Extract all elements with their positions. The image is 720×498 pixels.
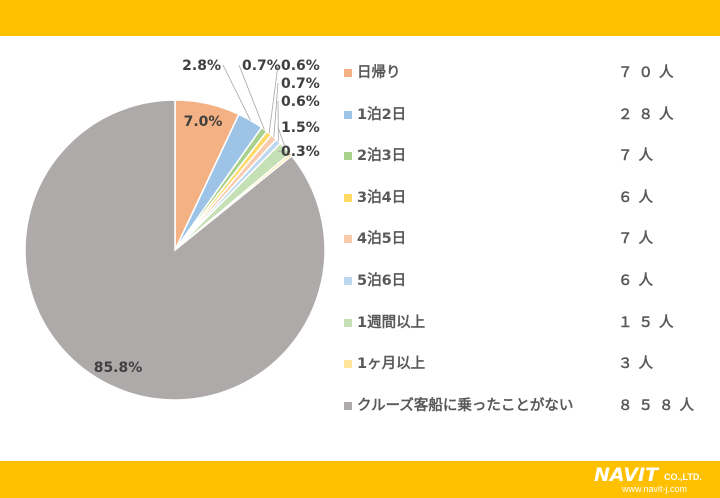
slice-percent-label: 0.7% — [242, 58, 281, 74]
legend-item: クルーズ客船に乗ったことがない ８５８人 — [344, 395, 714, 419]
legend-item: 1泊2日 ２８人 — [344, 104, 714, 128]
legend-count: ７０人 — [618, 65, 680, 81]
legend-item: 3泊4日 ６人 — [344, 187, 714, 211]
legend-count: ６人 — [618, 273, 659, 289]
legend-swatch — [344, 318, 352, 327]
legend-count: ３人 — [618, 356, 659, 373]
legend-swatch — [344, 401, 352, 410]
slice-percent-label: 0.6% — [281, 58, 320, 74]
logo-wordmark: NAVIT — [594, 464, 659, 486]
leader-line — [238, 64, 265, 130]
legend-item: 1週間以上 １５人 — [344, 312, 714, 336]
slice-percent-label: 85.8% — [94, 360, 143, 376]
slice-percent-label: 1.5% — [281, 120, 320, 136]
legend-label: クルーズ客船に乗ったことがない — [357, 397, 574, 414]
logo-suffix: CO.,LTD. — [664, 472, 702, 482]
legend-label: 3泊4日 — [357, 189, 407, 206]
top-band — [0, 0, 720, 36]
legend-swatch — [344, 277, 352, 285]
slice-percent-label: 2.8% — [182, 58, 221, 74]
legend-item: 1ヶ月以上 ３人 — [344, 353, 714, 377]
legend-item: 2泊3日 ７人 — [344, 145, 714, 169]
legend-label: 1ヶ月以上 — [357, 356, 426, 373]
leader-line — [268, 64, 279, 134]
leader-line — [222, 64, 251, 121]
slice-percent-label: 0.3% — [281, 144, 320, 160]
company-logo: NAVIT CO.,LTD. www.navit-j.com — [594, 465, 712, 495]
slice-percent-label: 0.7% — [281, 76, 320, 92]
legend-count: ６人 — [618, 189, 659, 206]
pie-slices — [24, 99, 326, 401]
legend-item: 日帰り ７０人 — [344, 62, 714, 86]
leader-lines — [222, 64, 291, 156]
leader-line — [277, 150, 291, 156]
legend-count: １５人 — [618, 314, 680, 331]
legend-item: 4泊5日 ７人 — [344, 228, 714, 252]
pie-slice — [24, 99, 326, 401]
legend-count: ８５８人 — [618, 397, 700, 414]
bottom-band — [0, 461, 720, 498]
slice-percent-label: 0.6% — [281, 94, 320, 110]
percent-labels: 7.0%2.8% 0.7% 0.6%0.7%0.6%1.5%0.3%85.8% — [94, 58, 320, 376]
legend-label: 5泊6日 — [357, 273, 407, 289]
legend-label: 日帰り — [357, 65, 401, 81]
legend-item: 5泊6日 ６人 — [344, 270, 714, 294]
legend-label: 4泊5日 — [357, 231, 407, 248]
legend-swatch — [344, 360, 352, 369]
legend-count: ７人 — [618, 231, 659, 248]
legend-label: 1週間以上 — [357, 314, 426, 331]
legend-swatch — [344, 110, 352, 119]
legend-swatch — [344, 152, 352, 161]
pie-chart: 7.0%2.8% 0.7% 0.6%0.7%0.6%1.5%0.3%85.8% — [24, 58, 326, 401]
legend-count: ２８人 — [618, 106, 680, 123]
legend-swatch — [344, 235, 352, 244]
legend-label: 1泊2日 — [357, 106, 407, 123]
legend-count: ７人 — [618, 148, 659, 165]
leader-line — [273, 82, 279, 138]
legend-label: 2泊3日 — [357, 148, 407, 165]
legend-swatch — [344, 193, 352, 202]
leader-line — [277, 126, 286, 149]
slice-percent-label: 7.0% — [184, 114, 223, 130]
logo-url: www.navit-j.com — [622, 484, 688, 494]
legend-swatch — [344, 69, 352, 77]
